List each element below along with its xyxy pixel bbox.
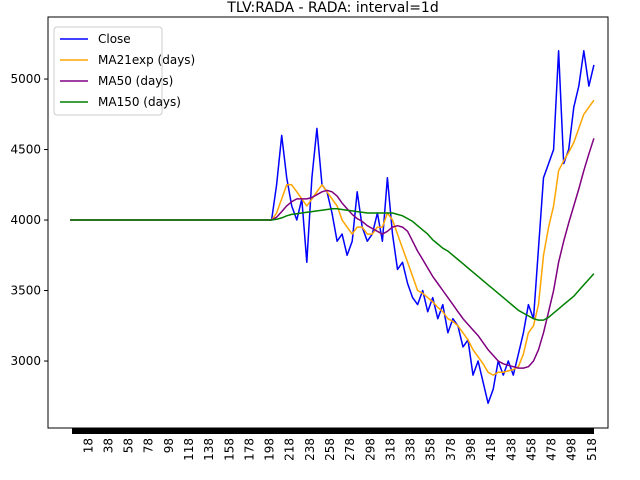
legend-label: MA50 (days) [98,74,173,88]
legend-label: MA21exp (days) [98,53,195,67]
y-tick-label: 3000 [10,354,41,368]
x-tick-label: 158 [222,438,236,461]
x-tick-label: 118 [182,438,196,461]
legend: Close MA21exp (days) MA50 (days) MA150 (day… [53,26,195,116]
series-line [70,99,595,376]
x-tick-label: 458 [524,438,538,461]
plot-area [70,50,595,405]
x-tick-label: 518 [585,438,599,461]
x-tick-label: 18 [81,438,95,453]
x-tick-label: 258 [323,438,337,461]
legend-box [53,26,163,116]
x-tick-label: 318 [383,438,397,461]
axes-frame [47,16,609,429]
x-tick-label: 198 [263,438,277,461]
series-line [70,50,595,405]
x-tick-label: 278 [343,438,357,461]
x-tick-label: 298 [363,438,377,461]
x-tick-label: 98 [162,438,176,453]
legend-label: MA150 (days) [98,95,181,109]
y-tick-label: 3500 [10,284,41,298]
series-line [70,208,595,321]
x-tick-label: 238 [303,438,317,461]
x-tick-label: 418 [484,438,498,461]
legend-label: Close [98,32,131,46]
series-line [70,138,595,369]
x-tick-label: 378 [444,438,458,461]
y-tick-label: 5000 [10,72,41,86]
y-tick-label: 4500 [10,143,41,157]
x-tick-label: 498 [565,438,579,461]
x-tick-label: 78 [142,438,156,453]
x-tick-label: 178 [242,438,256,461]
y-tick-label: 4000 [10,213,41,227]
x-tick-label: 338 [404,438,418,461]
x-tick-label: 138 [202,438,216,461]
x-tick-label: 218 [283,438,297,461]
x-tick-label: 398 [464,438,478,461]
chart-title: TLV:RADA - RADA: interval=1d [226,0,438,16]
x-tick-label: 38 [101,438,115,453]
x-tick-label: 438 [504,438,518,461]
x-tick-label: 478 [545,438,559,461]
x-tick-label: 358 [424,438,438,461]
x-tick-label: 58 [122,438,136,453]
dense-ticks [72,428,594,434]
